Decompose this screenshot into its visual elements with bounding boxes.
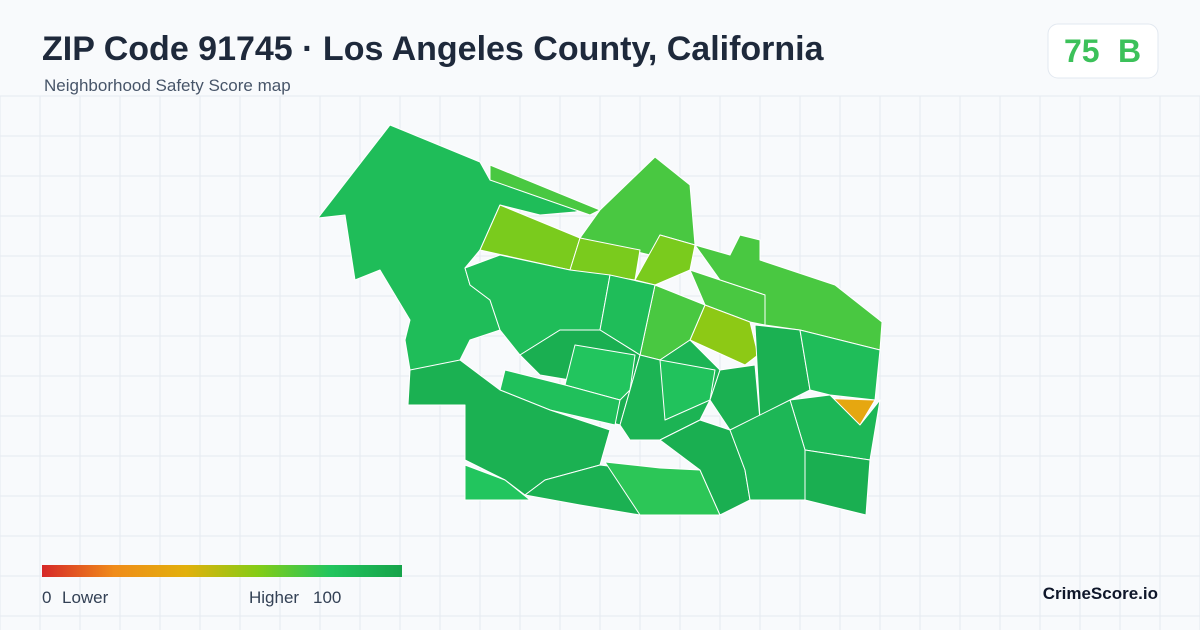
score-badge bbox=[1047, 23, 1159, 79]
legend-max: 100 bbox=[313, 588, 341, 607]
subtitle: Neighborhood Safety Score map bbox=[44, 76, 291, 95]
legend-min-label: Lower bbox=[62, 588, 109, 607]
map-region bbox=[754, 324, 811, 421]
map-region bbox=[464, 464, 531, 501]
brand: CrimeScore.io bbox=[1043, 584, 1158, 603]
map-region bbox=[489, 164, 601, 216]
map-region bbox=[804, 449, 871, 516]
map-region bbox=[564, 344, 636, 401]
map-region bbox=[729, 399, 806, 501]
score-value: 75 bbox=[1064, 33, 1100, 69]
score-grade: B bbox=[1118, 33, 1141, 69]
title: ZIP Code 91745 · Los Angeles County, Cal… bbox=[42, 30, 825, 68]
legend-min: 0 bbox=[42, 588, 51, 607]
map bbox=[317, 124, 883, 516]
map-region bbox=[799, 329, 881, 401]
map-region bbox=[634, 234, 696, 286]
legend-bar bbox=[42, 565, 402, 577]
legend-max-label: Higher bbox=[249, 588, 299, 607]
